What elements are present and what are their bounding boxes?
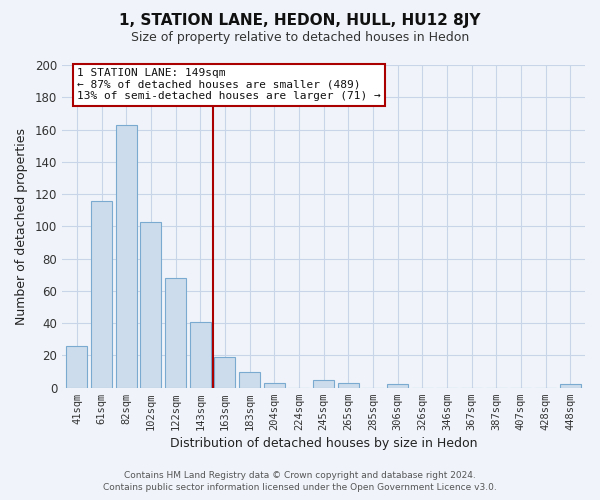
Bar — [165, 278, 186, 388]
Bar — [140, 222, 161, 388]
Text: 1 STATION LANE: 149sqm
← 87% of detached houses are smaller (489)
13% of semi-de: 1 STATION LANE: 149sqm ← 87% of detached… — [77, 68, 381, 102]
Bar — [239, 372, 260, 388]
Bar — [313, 380, 334, 388]
Y-axis label: Number of detached properties: Number of detached properties — [15, 128, 28, 325]
Bar — [560, 384, 581, 388]
Bar — [387, 384, 408, 388]
Text: Size of property relative to detached houses in Hedon: Size of property relative to detached ho… — [131, 31, 469, 44]
X-axis label: Distribution of detached houses by size in Hedon: Distribution of detached houses by size … — [170, 437, 478, 450]
Text: 1, STATION LANE, HEDON, HULL, HU12 8JY: 1, STATION LANE, HEDON, HULL, HU12 8JY — [119, 12, 481, 28]
Bar — [190, 322, 211, 388]
Bar — [338, 383, 359, 388]
Bar — [214, 357, 235, 388]
Bar — [264, 383, 285, 388]
Bar — [91, 200, 112, 388]
Text: Contains HM Land Registry data © Crown copyright and database right 2024.
Contai: Contains HM Land Registry data © Crown c… — [103, 471, 497, 492]
Bar — [116, 124, 137, 388]
Bar — [67, 346, 88, 388]
